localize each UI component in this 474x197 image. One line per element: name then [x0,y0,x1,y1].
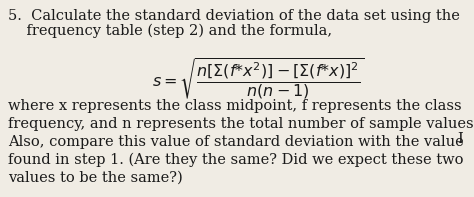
Text: where x represents the class midpoint, f represents the class
frequency, and n r: where x represents the class midpoint, f… [8,99,474,185]
Text: I: I [457,132,463,146]
Text: frequency table (step 2) and the formula,: frequency table (step 2) and the formula… [8,24,332,38]
Text: 5.  Calculate the standard deviation of the data set using the: 5. Calculate the standard deviation of t… [8,9,460,23]
Text: $s = \sqrt{\dfrac{n[\Sigma(f{*}x^{2})] - [\Sigma(f{*}x)]^{2}}{n(n-1)}}$: $s = \sqrt{\dfrac{n[\Sigma(f{*}x^{2})] -… [152,57,365,102]
